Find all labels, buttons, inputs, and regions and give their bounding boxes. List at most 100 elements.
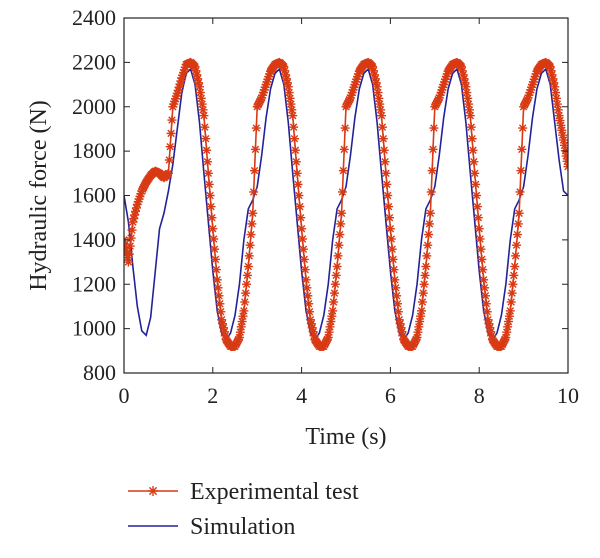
data-point-experimental: [393, 299, 403, 309]
data-point-experimental: [380, 157, 390, 167]
asterisk-stroke: [475, 225, 483, 233]
asterisk-stroke: [211, 255, 220, 264]
data-point-experimental: [506, 297, 516, 307]
asterisk-stroke: [296, 213, 305, 222]
asterisk-stroke: [280, 67, 289, 75]
asterisk-stroke: [247, 230, 255, 239]
data-point-experimental: [393, 307, 403, 317]
data-point-experimental: [338, 166, 348, 176]
data-point-experimental: [291, 157, 301, 167]
asterisk-stroke: [201, 123, 209, 131]
asterisk-stroke: [470, 158, 478, 166]
x-tick-label: 6: [385, 383, 396, 408]
asterisk-stroke: [481, 292, 490, 300]
asterisk-stroke: [507, 298, 515, 306]
asterisk-stroke: [208, 213, 216, 222]
asterisk-stroke: [463, 94, 472, 103]
asterisk-stroke: [483, 308, 491, 316]
asterisk-stroke: [479, 265, 487, 274]
asterisk-stroke: [381, 158, 389, 166]
data-point-experimental: [464, 99, 474, 109]
data-point-experimental: [208, 224, 218, 234]
data-point-experimental: [163, 168, 173, 178]
asterisk-stroke: [480, 284, 489, 292]
data-point-experimental: [331, 270, 341, 280]
data-point-experimental: [461, 82, 471, 92]
asterisk-stroke: [212, 265, 221, 274]
data-point-experimental: [194, 82, 204, 92]
asterisk-stroke: [378, 123, 387, 131]
data-point-experimental: [372, 82, 382, 92]
asterisk-stroke: [194, 79, 203, 87]
asterisk-stroke: [236, 328, 245, 336]
data-point-experimental: [417, 297, 427, 307]
asterisk-stroke: [327, 317, 335, 326]
asterisk-stroke: [297, 225, 306, 233]
data-point-experimental: [374, 93, 384, 103]
asterisk-stroke: [502, 333, 510, 342]
asterisk-stroke: [478, 255, 486, 264]
data-point-experimental: [392, 291, 402, 301]
data-point-experimental: [511, 251, 521, 261]
asterisk-stroke: [373, 83, 381, 91]
asterisk-stroke: [398, 327, 406, 336]
asterisk-stroke: [216, 300, 224, 308]
data-point-experimental: [337, 208, 347, 218]
asterisk-stroke: [333, 262, 341, 271]
asterisk-stroke: [124, 238, 128, 244]
asterisk-stroke: [125, 250, 134, 258]
asterisk-stroke: [387, 235, 396, 243]
asterisk-stroke: [460, 75, 468, 83]
asterisk-stroke: [340, 145, 348, 154]
x-axis-label: Time (s): [305, 424, 386, 450]
data-point-experimental: [124, 257, 133, 267]
asterisk-stroke: [209, 235, 218, 243]
asterisk-stroke: [219, 324, 228, 332]
asterisk-stroke: [293, 169, 301, 178]
asterisk-stroke: [191, 63, 199, 71]
data-point-experimental: [248, 208, 258, 218]
asterisk-stroke: [397, 324, 405, 332]
data-point-experimental: [467, 134, 477, 144]
y-tick-label: 1800: [72, 138, 116, 163]
asterisk-stroke: [168, 116, 176, 124]
data-point-experimental: [513, 219, 523, 229]
asterisk-stroke: [217, 308, 225, 316]
asterisk-stroke: [295, 191, 303, 200]
asterisk-stroke: [239, 312, 247, 320]
asterisk-stroke: [310, 331, 318, 340]
data-point-experimental: [472, 202, 482, 212]
asterisk-stroke: [471, 180, 480, 189]
asterisk-stroke: [205, 180, 213, 189]
asterisk-stroke: [473, 202, 482, 211]
asterisk-stroke: [463, 88, 471, 97]
asterisk-stroke: [243, 271, 252, 280]
asterisk-stroke: [546, 63, 554, 71]
data-point-experimental: [290, 145, 300, 155]
data-point-experimental: [384, 202, 394, 212]
asterisk-stroke: [164, 169, 173, 178]
asterisk-stroke: [547, 67, 555, 75]
asterisk-stroke: [167, 129, 175, 138]
data-point-experimental: [379, 145, 389, 155]
asterisk-stroke: [192, 67, 200, 75]
data-point-experimental: [471, 179, 481, 189]
data-point-experimental: [202, 145, 212, 155]
data-point-experimental: [517, 144, 527, 154]
plot-area: [124, 57, 568, 351]
data-point-experimental: [240, 297, 250, 307]
data-point-experimental: [195, 88, 205, 98]
asterisk-stroke: [249, 188, 258, 196]
asterisk-stroke: [235, 333, 244, 342]
data-point-experimental: [429, 123, 439, 133]
asterisk-stroke: [148, 486, 158, 496]
data-point-experimental: [389, 265, 399, 275]
data-point-experimental: [426, 187, 436, 197]
asterisk-stroke: [423, 241, 432, 249]
asterisk-stroke: [506, 307, 515, 315]
data-point-experimental: [296, 213, 306, 223]
data-point-experimental: [301, 275, 311, 285]
data-point-experimental: [382, 179, 392, 189]
asterisk-stroke: [296, 202, 304, 211]
x-tick-label: 10: [557, 383, 579, 408]
